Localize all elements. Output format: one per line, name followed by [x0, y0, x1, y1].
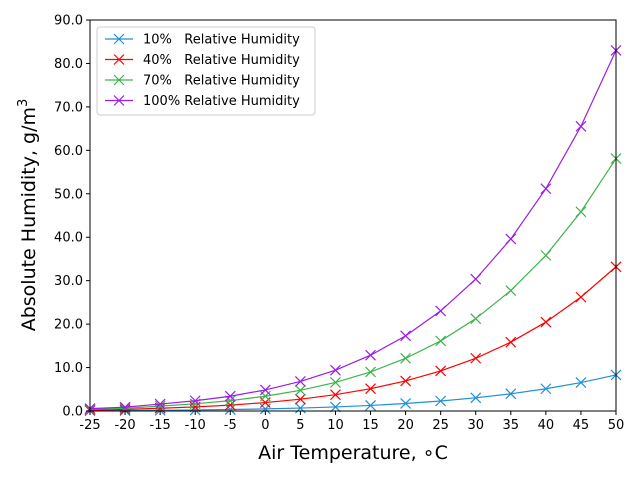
- y-tick-label: 90.0: [54, 14, 83, 29]
- y-tick-label: 20.0: [54, 318, 83, 333]
- data-point-marker: [294, 393, 306, 405]
- series-line: [89, 50, 617, 410]
- data-point-marker: [330, 389, 341, 401]
- data-point-marker: [435, 395, 447, 407]
- legend-box: [96, 26, 316, 116]
- data-point-marker: [119, 402, 131, 414]
- legend: 10% Relative Humidity 40% Relative Humidi…: [96, 26, 316, 116]
- data-point-marker: [294, 376, 306, 387]
- legend-marker: [113, 74, 125, 86]
- data-point-marker: [540, 249, 552, 261]
- data-point-marker: [505, 233, 517, 245]
- x-tick-label: -20: [114, 418, 135, 433]
- x-tick-label: 15: [362, 418, 379, 433]
- data-point-marker: [154, 400, 166, 412]
- data-point-marker: [435, 305, 447, 317]
- x-tick-label: -15: [150, 418, 171, 433]
- data-point-marker: [259, 384, 271, 396]
- x-axis-label: Air Temperature, ∘C: [258, 442, 448, 464]
- data-point-marker: [400, 375, 412, 387]
- legend-label: 100% Relative Humidity: [143, 94, 300, 109]
- x-tick-label: 20: [397, 418, 414, 433]
- data-point-marker: [400, 330, 412, 342]
- series-line: [89, 266, 617, 411]
- x-tick-label: 30: [467, 418, 484, 433]
- legend-entry: 70% Relative Humidity: [105, 74, 300, 89]
- series-line: [89, 158, 617, 410]
- x-tick-label: 35: [503, 418, 520, 433]
- x-tick-label: 45: [573, 418, 590, 433]
- x-tick-label: -5: [224, 418, 237, 433]
- legend-marker: [113, 33, 125, 45]
- legend-entry: 10% Relative Humidity: [105, 33, 300, 48]
- data-point-marker: [470, 352, 482, 364]
- data-point-marker: [224, 399, 236, 411]
- data-point-marker: [575, 206, 587, 218]
- data-point-marker: [435, 335, 447, 347]
- data-point-marker: [224, 390, 236, 402]
- legend-entry: 100% Relative Humidity: [105, 94, 300, 109]
- axes-ticks: -25 -20 -15 -10 -5 0 5 10 15 20 25 30 35 40 45 50 0.0 10.…: [54, 14, 624, 434]
- x-tick-label: 40: [538, 418, 555, 433]
- series-1: [84, 261, 622, 416]
- data-point-marker: [119, 404, 131, 415]
- data-point-marker: [330, 401, 341, 413]
- data-point-marker: [505, 285, 517, 296]
- y-tick-label: 80.0: [54, 57, 83, 72]
- y-tick-label: 60.0: [54, 144, 83, 159]
- legend-label: 40% Relative Humidity: [143, 53, 300, 68]
- data-point-marker: [330, 364, 341, 376]
- data-point-marker: [365, 366, 376, 378]
- data-point-marker: [294, 384, 306, 396]
- x-tick-label: 50: [608, 418, 625, 433]
- y-tick-label: 10.0: [54, 361, 83, 376]
- legend-label: 10% Relative Humidity: [143, 33, 300, 48]
- data-point-marker: [400, 352, 412, 364]
- legend-marker: [113, 54, 125, 65]
- y-tick-label: 50.0: [54, 187, 83, 202]
- data-point-marker: [224, 404, 236, 415]
- data-point-marker: [365, 349, 376, 361]
- x-tick-label: -25: [79, 418, 100, 433]
- data-point-marker: [154, 398, 166, 410]
- data-point-marker: [365, 400, 376, 411]
- y-tick-label: 0.0: [62, 405, 83, 420]
- x-tick-label: 5: [296, 418, 304, 433]
- y-tick-label: 30.0: [54, 274, 83, 289]
- data-point-marker: [470, 313, 482, 325]
- legend-label: 70% Relative Humidity: [143, 74, 300, 89]
- x-tick-label: -10: [185, 418, 206, 433]
- data-point-marker: [575, 120, 587, 132]
- data-point-marker: [540, 183, 552, 195]
- x-tick-label: 25: [432, 418, 449, 433]
- data-point-marker: [435, 365, 447, 377]
- data-point-marker: [330, 376, 341, 388]
- data-point-marker: [365, 383, 376, 395]
- legend-entry: 40% Relative Humidity: [105, 53, 300, 68]
- y-tick-label: 40.0: [54, 231, 83, 246]
- y-axis-label-main: Absolute Humidity, g/m: [18, 107, 40, 331]
- data-point-marker: [505, 336, 517, 348]
- data-point-marker: [470, 392, 482, 404]
- y-axis-label-superscript: 3: [16, 99, 31, 107]
- y-tick-label: 70.0: [54, 100, 83, 115]
- data-point-marker: [470, 273, 482, 285]
- series-line: [89, 374, 617, 412]
- data-point-marker: [540, 316, 552, 328]
- data-point-marker: [400, 398, 412, 409]
- x-tick-label: 10: [327, 418, 344, 433]
- y-axis-label: Absolute Humidity, g/m3: [16, 99, 40, 332]
- data-point-marker: [224, 395, 236, 407]
- data-point-marker: [189, 395, 201, 407]
- data-point-marker: [575, 377, 587, 388]
- data-point-marker: [505, 388, 517, 400]
- plot-frame: [89, 19, 617, 412]
- data-point-marker: [575, 291, 587, 303]
- x-tick-label: 0: [261, 418, 269, 433]
- series-2: [84, 153, 622, 415]
- legend-marker: [113, 95, 125, 106]
- plot-area: [84, 44, 622, 417]
- data-point-marker: [540, 383, 552, 395]
